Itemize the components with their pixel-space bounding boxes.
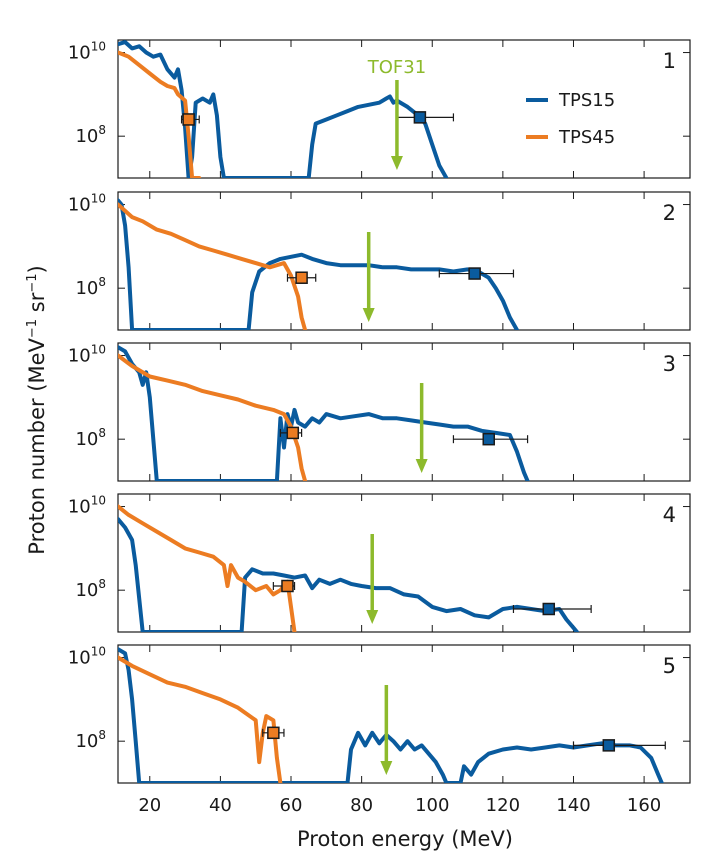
panel-number: 1 — [663, 49, 676, 73]
tof-arrow-head — [380, 761, 393, 775]
tof-arrow-head — [415, 459, 428, 473]
y-tick-label: 108 — [75, 123, 106, 147]
marker-tps15 — [413, 111, 427, 124]
panel-frame — [117, 644, 691, 784]
legend-label-tps15: TPS15 — [558, 90, 615, 111]
marker-tps45 — [286, 426, 300, 440]
panel-5: 108 1010 5 20 40 60 80 100 120 140 160 — [68, 644, 691, 816]
x-tick-label: 140 — [556, 795, 590, 816]
series-line-tps45 — [118, 504, 297, 632]
marker-tps45 — [182, 113, 195, 126]
panel-3: 108 1010 3 — [68, 342, 691, 482]
marker-tps15 — [542, 602, 556, 616]
y-tick-label: 108 — [75, 426, 106, 450]
panel-number: 4 — [663, 503, 676, 527]
panel-frame — [117, 191, 691, 331]
panel-frame — [117, 342, 691, 482]
y-tick-label: 108 — [75, 275, 106, 299]
panel-1: 108 1010 1 TOF31 TPS15 TPS45 — [68, 39, 691, 179]
legend-label-tps45: TPS45 — [558, 127, 615, 148]
series-line-tps15 — [118, 40, 449, 178]
x-tick-label: 60 — [280, 795, 303, 816]
marker-tps45 — [267, 726, 280, 740]
series-line-tps45 — [118, 50, 202, 178]
tof-arrow-head — [366, 610, 379, 624]
y-axis-label: Proton number (MeV−1 sr−1) — [25, 265, 49, 554]
marker-tps15 — [602, 739, 616, 752]
x-tick-label: 20 — [138, 795, 161, 816]
marker-tps15 — [482, 432, 495, 446]
x-tick-label: 40 — [209, 795, 232, 816]
marker-tps45 — [295, 271, 308, 284]
x-tick-label: 120 — [486, 795, 520, 816]
series-line-tps45 — [118, 353, 308, 481]
series-group — [118, 345, 530, 481]
panels-layer: 10810101TOF31TPS15TPS4510810102108101031… — [68, 39, 691, 816]
y-tick-label: 1010 — [68, 192, 106, 216]
y-tick-label: 108 — [75, 577, 106, 601]
marker-tps15 — [468, 267, 481, 280]
x-axis-label: Proton energy (MeV) — [297, 827, 513, 851]
x-tick-label: 160 — [627, 795, 661, 816]
series-line-tps45 — [118, 202, 308, 330]
tof-arrow-head — [390, 156, 403, 170]
y-tick-label: 1010 — [68, 645, 106, 669]
series-line-tps15 — [118, 198, 519, 330]
marker-tps45 — [281, 579, 294, 593]
panel-frame — [117, 39, 691, 179]
series-group — [118, 647, 664, 783]
y-tick-label: 1010 — [68, 494, 106, 518]
series-line-tps15 — [118, 647, 664, 783]
series-line-tps15 — [118, 517, 579, 632]
panel-4: 108 1010 4 — [68, 493, 691, 633]
panel-number: 2 — [663, 201, 676, 225]
series-line-tps15 — [118, 345, 530, 481]
series-group — [118, 40, 449, 178]
x-tick-label: 100 — [415, 795, 449, 816]
y-tick-label: 1010 — [68, 40, 106, 64]
panel-number: 5 — [663, 654, 676, 678]
panel-frame — [117, 493, 691, 633]
y-tick-label: 1010 — [68, 343, 106, 367]
panel-2: 108 1010 2 — [68, 191, 691, 331]
series-line-tps45 — [118, 655, 283, 783]
y-tick-label: 108 — [75, 728, 106, 752]
series-group — [118, 198, 519, 330]
tof-arrow-label: TOF31 — [367, 57, 426, 78]
x-tick-label: 80 — [350, 795, 373, 816]
series-group — [118, 504, 579, 632]
panel-number: 3 — [663, 352, 676, 376]
tof-arrow-head — [362, 308, 375, 322]
